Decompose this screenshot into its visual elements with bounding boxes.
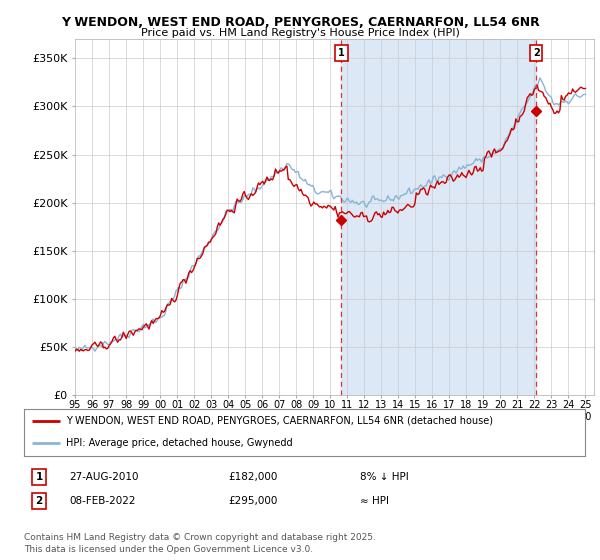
- Text: 2: 2: [533, 48, 539, 58]
- Text: Y WENDON, WEST END ROAD, PENYGROES, CAERNARFON, LL54 6NR (detached house): Y WENDON, WEST END ROAD, PENYGROES, CAER…: [66, 416, 493, 426]
- Text: 08-FEB-2022: 08-FEB-2022: [69, 496, 136, 506]
- Text: 2: 2: [35, 496, 43, 506]
- Text: 8% ↓ HPI: 8% ↓ HPI: [360, 472, 409, 482]
- Text: £182,000: £182,000: [228, 472, 277, 482]
- Text: £295,000: £295,000: [228, 496, 277, 506]
- Text: 1: 1: [35, 472, 43, 482]
- Text: HPI: Average price, detached house, Gwynedd: HPI: Average price, detached house, Gwyn…: [66, 438, 293, 448]
- Text: 1: 1: [338, 48, 344, 58]
- Text: 27-AUG-2010: 27-AUG-2010: [69, 472, 139, 482]
- Text: Y WENDON, WEST END ROAD, PENYGROES, CAERNARFON, LL54 6NR: Y WENDON, WEST END ROAD, PENYGROES, CAER…: [61, 16, 539, 29]
- Text: Contains HM Land Registry data © Crown copyright and database right 2025.
This d: Contains HM Land Registry data © Crown c…: [24, 533, 376, 554]
- Text: ≈ HPI: ≈ HPI: [360, 496, 389, 506]
- Bar: [341, 39, 536, 395]
- Text: Price paid vs. HM Land Registry's House Price Index (HPI): Price paid vs. HM Land Registry's House …: [140, 28, 460, 38]
